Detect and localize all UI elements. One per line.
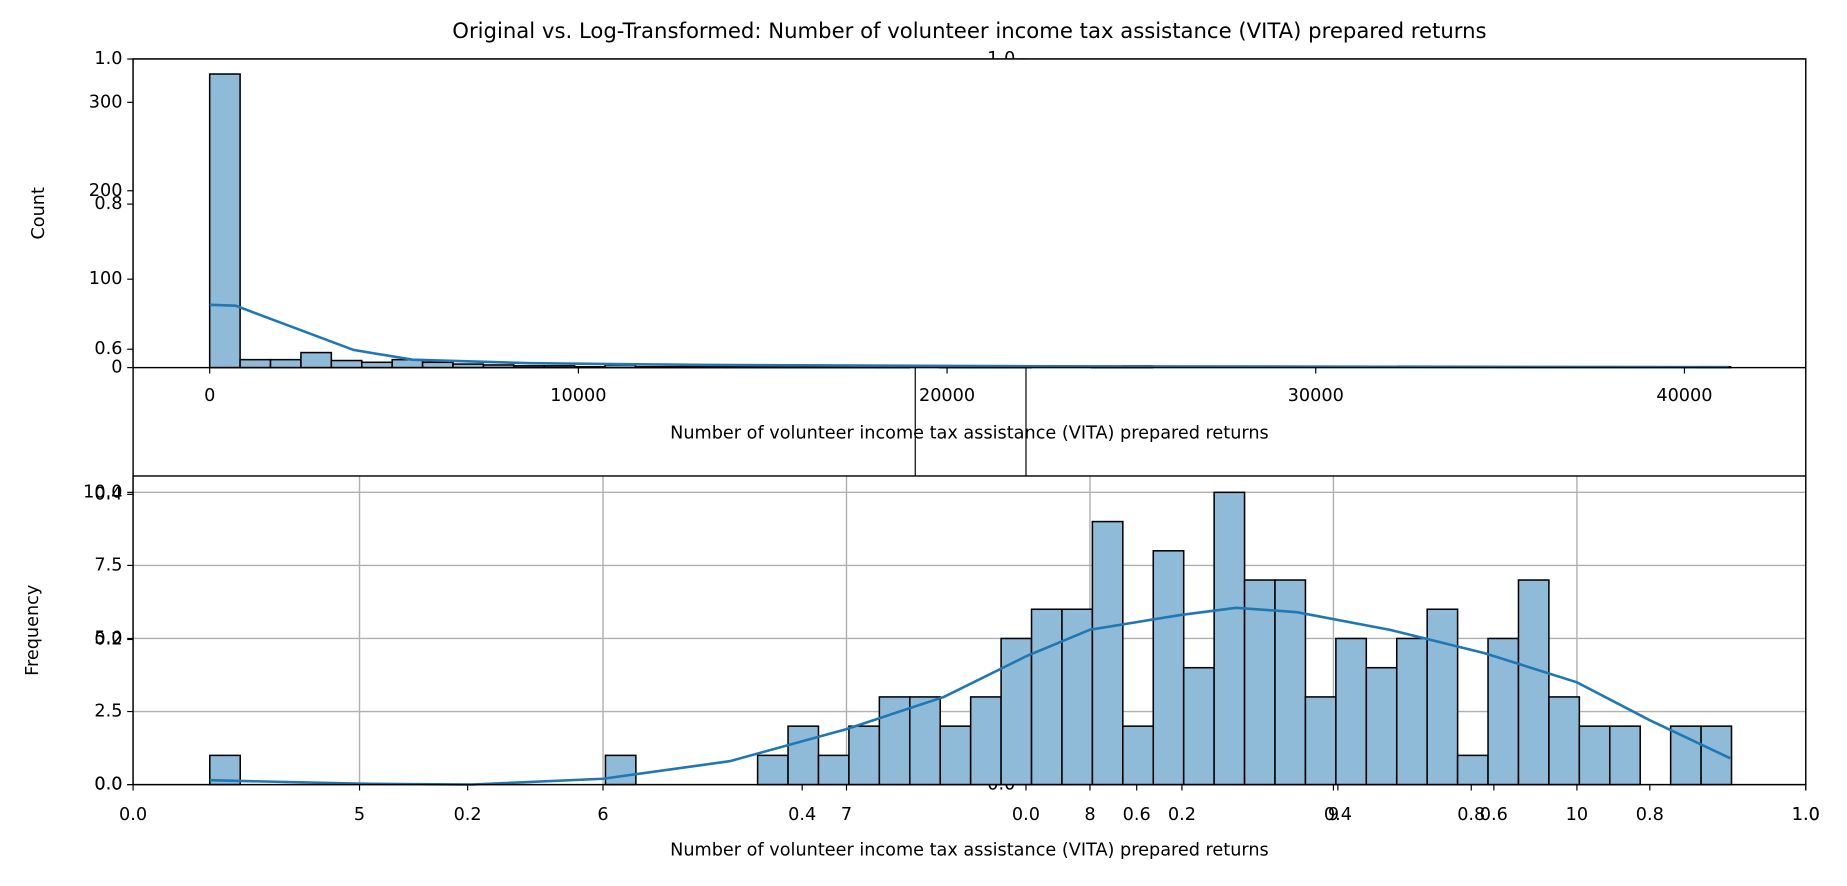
x-tick-label: 1.0 xyxy=(1792,805,1820,825)
bar xyxy=(1426,608,1459,786)
bar xyxy=(1304,696,1337,786)
bar xyxy=(1243,579,1276,786)
bar xyxy=(1456,754,1489,786)
kde-line xyxy=(209,303,1729,369)
bar xyxy=(1091,520,1124,786)
y-tick-label: 10.0 xyxy=(83,482,122,502)
x-tick-label: 0.0 xyxy=(1012,805,1040,825)
bar xyxy=(969,696,1002,786)
y-tick-label: 0.8 xyxy=(94,194,122,214)
x-axis-label: Number of volunteer income tax assistanc… xyxy=(670,841,1269,861)
bar xyxy=(208,73,241,369)
bar xyxy=(848,725,881,786)
y-tick-label: 0.0 xyxy=(94,775,122,795)
bar xyxy=(1030,608,1063,786)
y-axis-label: Frequency xyxy=(23,585,43,676)
y-tick-label: 5.0 xyxy=(94,628,122,648)
x-tick-label: 10000 xyxy=(550,386,606,406)
bar xyxy=(1548,696,1581,786)
x-tick-label: 0.0 xyxy=(119,805,147,825)
kde-line xyxy=(209,606,1731,786)
x-tick-label: 0 xyxy=(204,386,215,406)
x-tick-label: 40000 xyxy=(1656,386,1712,406)
y-tick-label: 300 xyxy=(89,92,123,112)
bar xyxy=(1517,579,1550,786)
x-axis-label: Number of volunteer income tax assistanc… xyxy=(670,424,1269,444)
x-tick-label: 0.4 xyxy=(788,805,816,825)
bar xyxy=(1395,637,1428,786)
x-tick-label: 0.8 xyxy=(1636,805,1664,825)
bar xyxy=(909,696,941,786)
bar xyxy=(787,725,820,786)
bar xyxy=(1000,637,1033,786)
y-tick-label: 0.6 xyxy=(94,339,122,359)
x-tick-label: 0.4 xyxy=(1324,805,1352,825)
bar xyxy=(1578,725,1611,786)
bar xyxy=(939,725,972,786)
bar xyxy=(421,361,454,369)
y-tick-label: 7.5 xyxy=(94,555,122,575)
x-tick-label: 0.6 xyxy=(1480,805,1508,825)
x-tick-label: 30000 xyxy=(1288,386,1344,406)
bar xyxy=(239,358,272,369)
bar xyxy=(756,754,789,786)
x-tick-label: 0.2 xyxy=(1168,805,1196,825)
bar xyxy=(1122,725,1155,786)
bar xyxy=(1152,550,1185,786)
x-tick-label: 20000 xyxy=(919,386,975,406)
y-tick-label: 0.4 xyxy=(94,484,122,504)
bar xyxy=(878,696,911,786)
bar xyxy=(1609,725,1641,786)
x-tick-label: 7 xyxy=(841,805,852,825)
bar xyxy=(361,361,393,369)
x-tick-label: 1.0 xyxy=(1792,805,1820,825)
axes-frame xyxy=(132,58,1807,369)
y-tick-label: 0.0 xyxy=(94,775,122,795)
plot-area xyxy=(133,58,1806,368)
x-tick-label: 8 xyxy=(1084,805,1095,825)
y-tick-label: 2.5 xyxy=(94,702,122,722)
y-tick-label: 200 xyxy=(89,181,123,201)
x-tick-label: 0.6 xyxy=(1123,805,1151,825)
bar xyxy=(817,754,850,786)
x-tick-label: 0.2 xyxy=(454,805,482,825)
x-tick-label: 9 xyxy=(1328,805,1339,825)
bar xyxy=(1669,725,1702,786)
y-tick-label: 0.2 xyxy=(94,629,122,649)
bar xyxy=(604,754,637,786)
bar xyxy=(300,351,333,369)
y-tick-label: 1.0 xyxy=(94,49,122,69)
y-tick-label: 100 xyxy=(89,269,123,289)
y-tick-label: 0 xyxy=(111,358,122,378)
chart-title: Original vs. Log-Transformed: Number of … xyxy=(452,18,1486,43)
bar xyxy=(1335,637,1368,786)
x-tick-label: 10 xyxy=(1566,805,1588,825)
bar xyxy=(1213,491,1246,786)
bar xyxy=(1182,666,1215,786)
y-axis-label: Count xyxy=(29,187,49,240)
axes-frame xyxy=(132,475,1807,786)
x-tick-label: 5 xyxy=(354,805,365,825)
bar xyxy=(330,359,363,369)
bar xyxy=(1365,666,1398,786)
x-tick-label: 0.8 xyxy=(1457,805,1485,825)
bar xyxy=(269,358,302,369)
x-tick-label: 6 xyxy=(597,805,608,825)
